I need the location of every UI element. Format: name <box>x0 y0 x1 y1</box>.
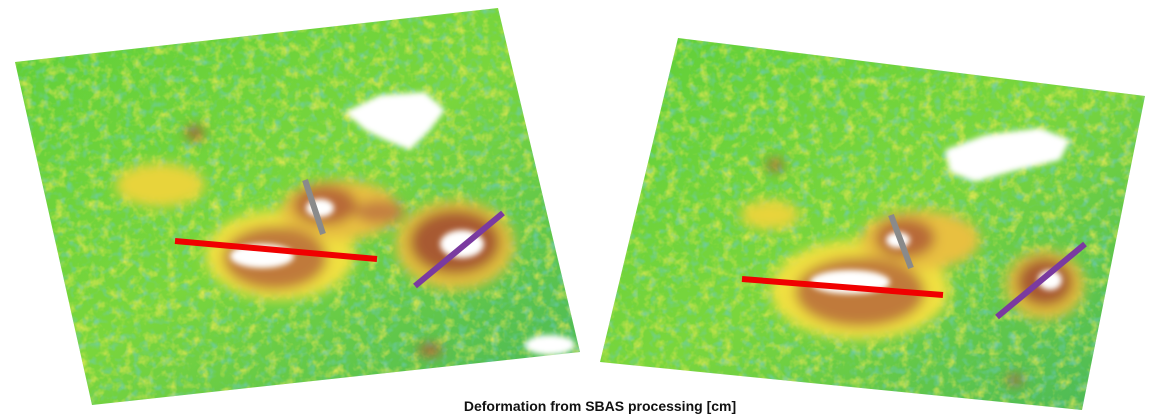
right-deformation-map <box>600 38 1145 410</box>
figure: Deformation from SBAS processing [cm] <box>0 0 1174 417</box>
left-deformation-map <box>15 8 580 405</box>
page: {"caption": "Deformation from SBAS proce… <box>0 0 1174 417</box>
caption: Deformation from SBAS processing [cm] <box>464 398 736 414</box>
